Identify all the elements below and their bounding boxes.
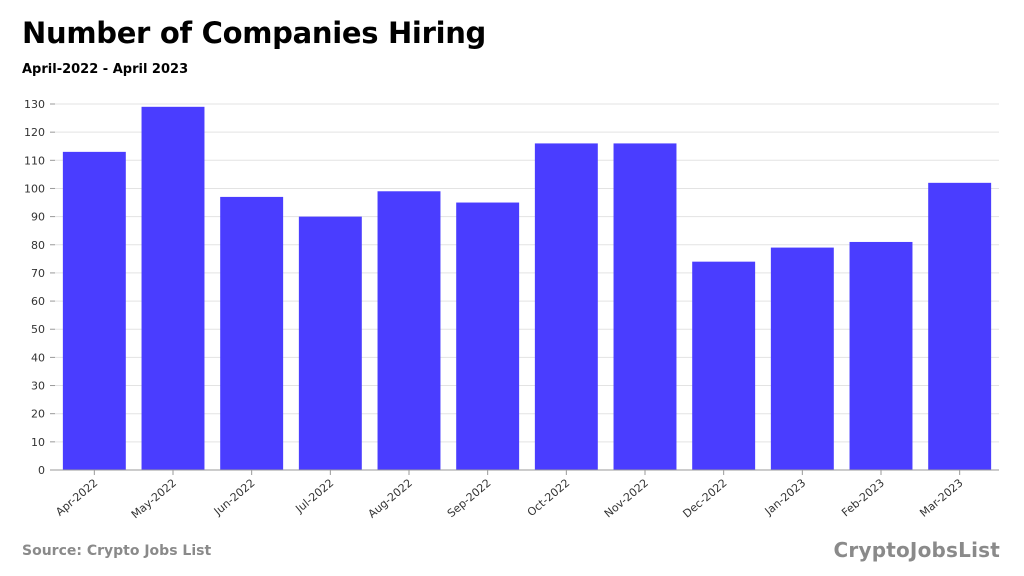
y-tick-label: 70 xyxy=(31,267,45,280)
bar-feb-2023 xyxy=(849,241,913,470)
x-tick-label: May-2022 xyxy=(129,476,179,521)
bar-oct-2022 xyxy=(534,143,598,470)
bar-jun-2022 xyxy=(220,196,284,470)
y-tick-label: 130 xyxy=(24,98,45,111)
x-tick-label: Aug-2022 xyxy=(366,476,415,520)
y-tick-label: 110 xyxy=(24,154,45,167)
y-tick-label: 90 xyxy=(31,211,45,224)
bar-dec-2022 xyxy=(692,261,756,470)
y-tick-label: 50 xyxy=(31,323,45,336)
y-tick-label: 30 xyxy=(31,380,45,393)
y-axis-ticks: 0 10 20 30 40 50 60 70 80 90 100 110 120 130 xyxy=(24,98,55,477)
bars xyxy=(62,106,992,471)
x-tick-label: Feb-2023 xyxy=(839,476,887,519)
chart-subtitle: April-2022 - April 2023 xyxy=(22,62,189,77)
x-tick-label: Mar-2023 xyxy=(917,476,965,519)
bar-sep-2022 xyxy=(456,202,520,471)
source-note: Source: Crypto Jobs List xyxy=(22,543,212,559)
bar-nov-2022 xyxy=(613,143,677,470)
y-tick-label: 80 xyxy=(31,239,45,252)
y-tick-label: 40 xyxy=(31,351,45,364)
x-tick-label: Sep-2022 xyxy=(445,476,494,520)
bar-jul-2022 xyxy=(298,216,362,470)
y-tick-label: 60 xyxy=(31,295,45,308)
x-tick-label: Jun-2022 xyxy=(211,476,258,518)
x-tick-label: Jan-2023 xyxy=(762,476,809,518)
chart-title: Number of Companies Hiring xyxy=(22,16,487,50)
brand-logo: CryptoJobsList xyxy=(833,538,1000,562)
x-axis-ticks: Apr-2022 May-2022 Jun-2022 Jul-2022 Aug-2022… xyxy=(53,470,966,521)
bar-jan-2023 xyxy=(770,247,834,470)
x-tick-label: Jul-2022 xyxy=(292,476,336,516)
y-tick-label: 100 xyxy=(24,182,45,195)
bar-aug-2022 xyxy=(377,191,441,470)
x-tick-label: Apr-2022 xyxy=(53,476,100,518)
y-tick-label: 20 xyxy=(31,408,45,421)
y-tick-label: 0 xyxy=(38,464,45,477)
y-tick-label: 120 xyxy=(24,126,45,139)
x-tick-label: Dec-2022 xyxy=(680,476,729,520)
x-tick-label: Oct-2022 xyxy=(525,476,572,519)
bar-apr-2022 xyxy=(62,151,126,470)
x-tick-label: Nov-2022 xyxy=(602,476,651,520)
bar-may-2022 xyxy=(141,106,205,471)
bar-mar-2023 xyxy=(928,182,992,471)
y-tick-label: 10 xyxy=(31,436,45,449)
